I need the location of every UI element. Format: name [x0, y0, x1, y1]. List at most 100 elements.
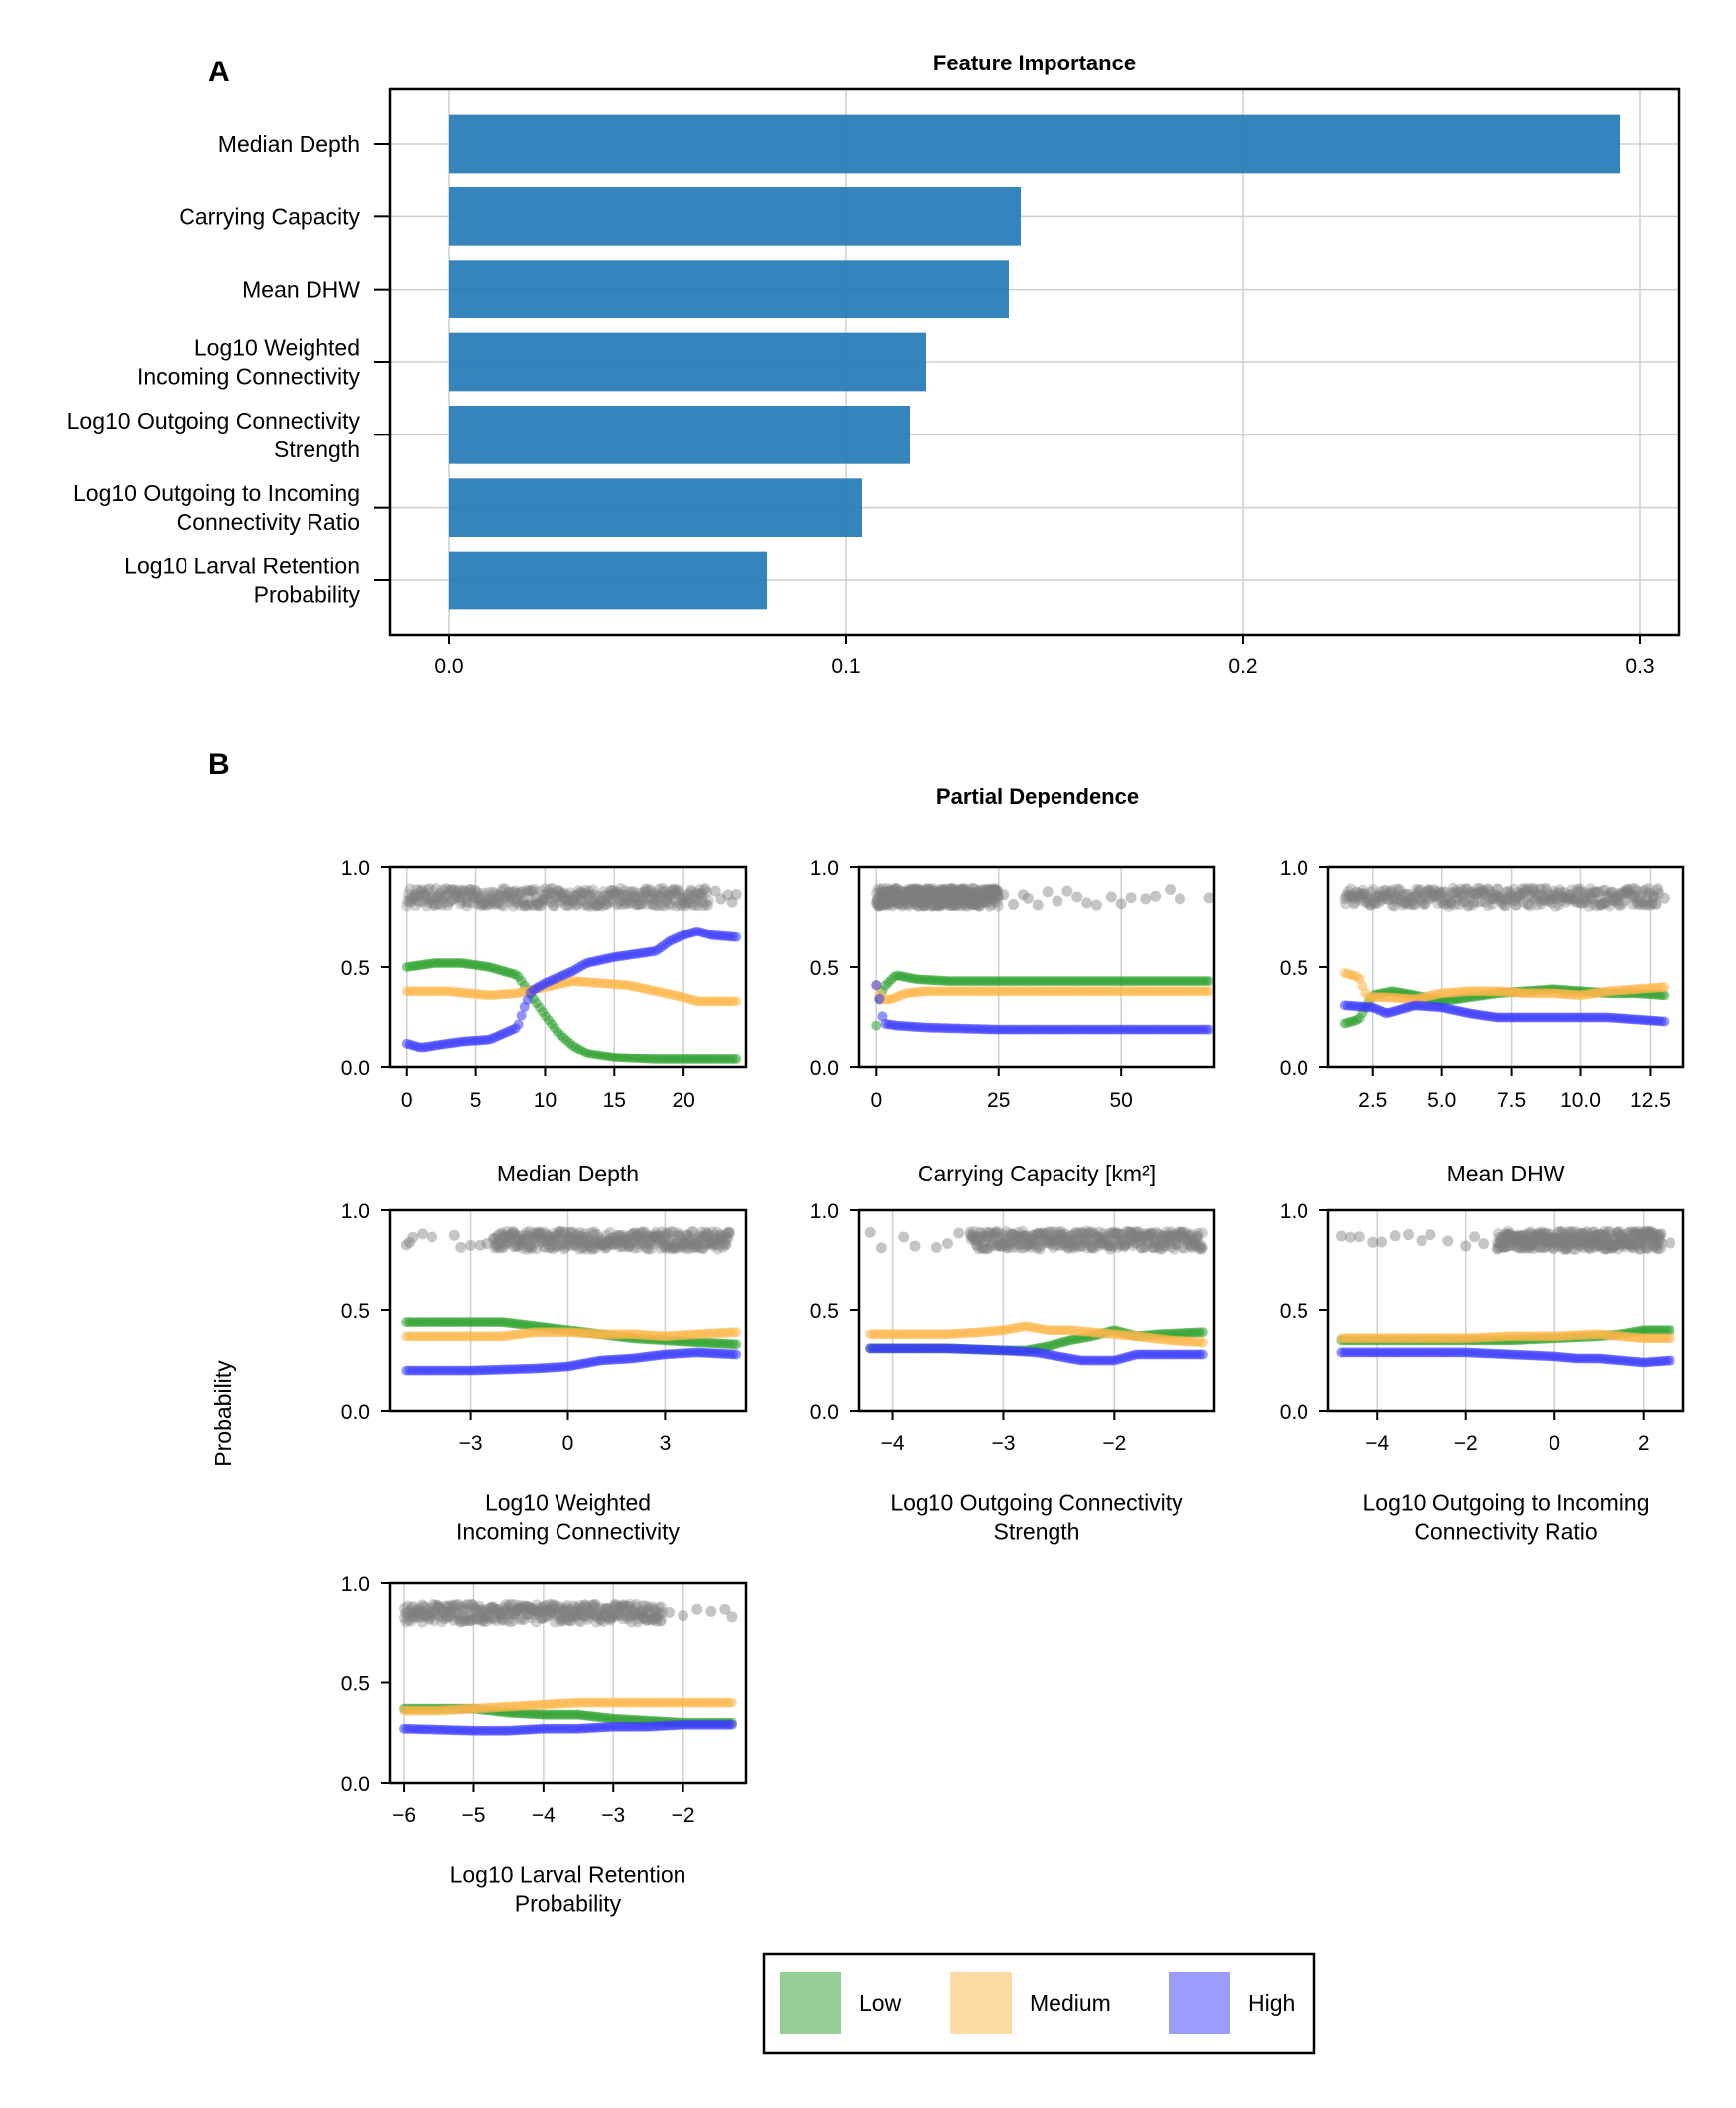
rug-point — [528, 886, 540, 898]
rug-point — [624, 886, 636, 898]
rug-point — [1665, 1237, 1676, 1249]
rug-point — [475, 896, 487, 908]
rug-point — [465, 1239, 477, 1251]
series-point — [1204, 976, 1215, 987]
y-tick-label: 0.5 — [1280, 1301, 1308, 1323]
rug-point — [540, 883, 552, 895]
rug-point — [633, 898, 645, 910]
x-tick-label: 5.0 — [1427, 1089, 1456, 1112]
rug-point — [476, 899, 488, 911]
rug-point — [424, 894, 435, 906]
rug-point — [442, 900, 454, 912]
rug-point — [438, 896, 450, 908]
rug-point — [647, 898, 659, 910]
rug-point — [405, 892, 417, 904]
rug-point — [1042, 886, 1054, 898]
rug-point — [469, 884, 481, 896]
series-point — [871, 980, 882, 991]
rug-point — [589, 893, 601, 905]
rug-point — [580, 884, 592, 896]
rug-point — [475, 899, 487, 911]
rug-point — [511, 893, 523, 905]
rug-point — [584, 890, 596, 902]
rug-point — [658, 900, 670, 912]
x-tick-label: −2 — [1454, 1432, 1478, 1455]
series-point — [1197, 1337, 1208, 1348]
rug-point — [404, 883, 416, 895]
rug-point — [422, 884, 434, 896]
rug-point — [1403, 1229, 1415, 1241]
rug-point — [481, 1237, 493, 1249]
rug-point — [502, 892, 514, 904]
rug-point — [617, 895, 629, 907]
rug-point — [592, 891, 604, 903]
rug-point — [684, 896, 696, 908]
rug-point — [563, 895, 575, 907]
rug-point — [466, 897, 478, 909]
rug-point — [495, 890, 507, 902]
rug-point — [724, 1227, 736, 1239]
rug-point — [652, 890, 664, 902]
rug-point — [560, 894, 572, 906]
rug-point — [491, 889, 503, 901]
rug-point — [426, 897, 437, 909]
rug-point — [1150, 890, 1162, 902]
rug-point — [495, 899, 507, 911]
rug-point — [1081, 897, 1093, 909]
rug-point — [677, 896, 688, 908]
y-axis-label: Probability — [210, 1360, 236, 1467]
rug-point — [417, 1228, 429, 1240]
x-tick-label: 5 — [470, 1089, 482, 1112]
rug-point — [627, 891, 639, 903]
rug-point — [641, 885, 653, 897]
rug-point — [588, 898, 600, 910]
rug-point — [420, 893, 432, 905]
rug-point — [662, 890, 674, 902]
rug-point — [440, 883, 452, 895]
rug-point — [653, 883, 665, 895]
rug-point — [526, 897, 538, 909]
rug-point — [503, 886, 515, 898]
rug-point — [682, 894, 694, 906]
rug-point — [454, 884, 466, 896]
series-point — [731, 1349, 742, 1360]
x-tick-label: 0.0 — [434, 655, 463, 678]
rug-point — [1469, 1231, 1481, 1243]
rug-point — [532, 899, 544, 911]
rug-point — [1090, 899, 1102, 911]
rug-point — [700, 898, 712, 910]
y-tick-label: Log10 Outgoing Connectivity Strength — [67, 408, 361, 462]
x-axis-label: Median Depth — [497, 1161, 639, 1186]
rug-point — [579, 887, 591, 899]
x-tick-label: −4 — [532, 1804, 556, 1827]
rug-point — [478, 887, 490, 899]
rug-point — [666, 899, 678, 911]
rug-point — [455, 888, 467, 900]
rug-point — [617, 889, 629, 901]
x-tick-label: 12.5 — [1630, 1089, 1671, 1112]
series-point — [1197, 1349, 1208, 1360]
x-tick-label: 50 — [1109, 1089, 1132, 1112]
rug-point — [600, 894, 612, 906]
rug-point — [566, 894, 578, 906]
rug-point — [527, 899, 539, 911]
rug-point — [453, 892, 465, 904]
rug-point — [419, 889, 431, 901]
rug-point — [618, 889, 630, 901]
rug-point — [406, 893, 418, 905]
rug-point — [590, 900, 602, 912]
series-low — [401, 957, 742, 1064]
rug-point — [726, 1611, 738, 1623]
rug-point — [473, 891, 485, 903]
rug-point — [570, 899, 582, 911]
rug-point — [508, 886, 520, 898]
rug-point — [512, 888, 524, 900]
y-tick-label: 0.5 — [810, 1301, 839, 1323]
rug-point — [682, 889, 693, 901]
rug-point — [610, 889, 622, 901]
rug-point — [621, 893, 633, 905]
rug-point — [425, 892, 436, 904]
rug-point — [460, 896, 472, 908]
rug-point — [413, 885, 425, 897]
